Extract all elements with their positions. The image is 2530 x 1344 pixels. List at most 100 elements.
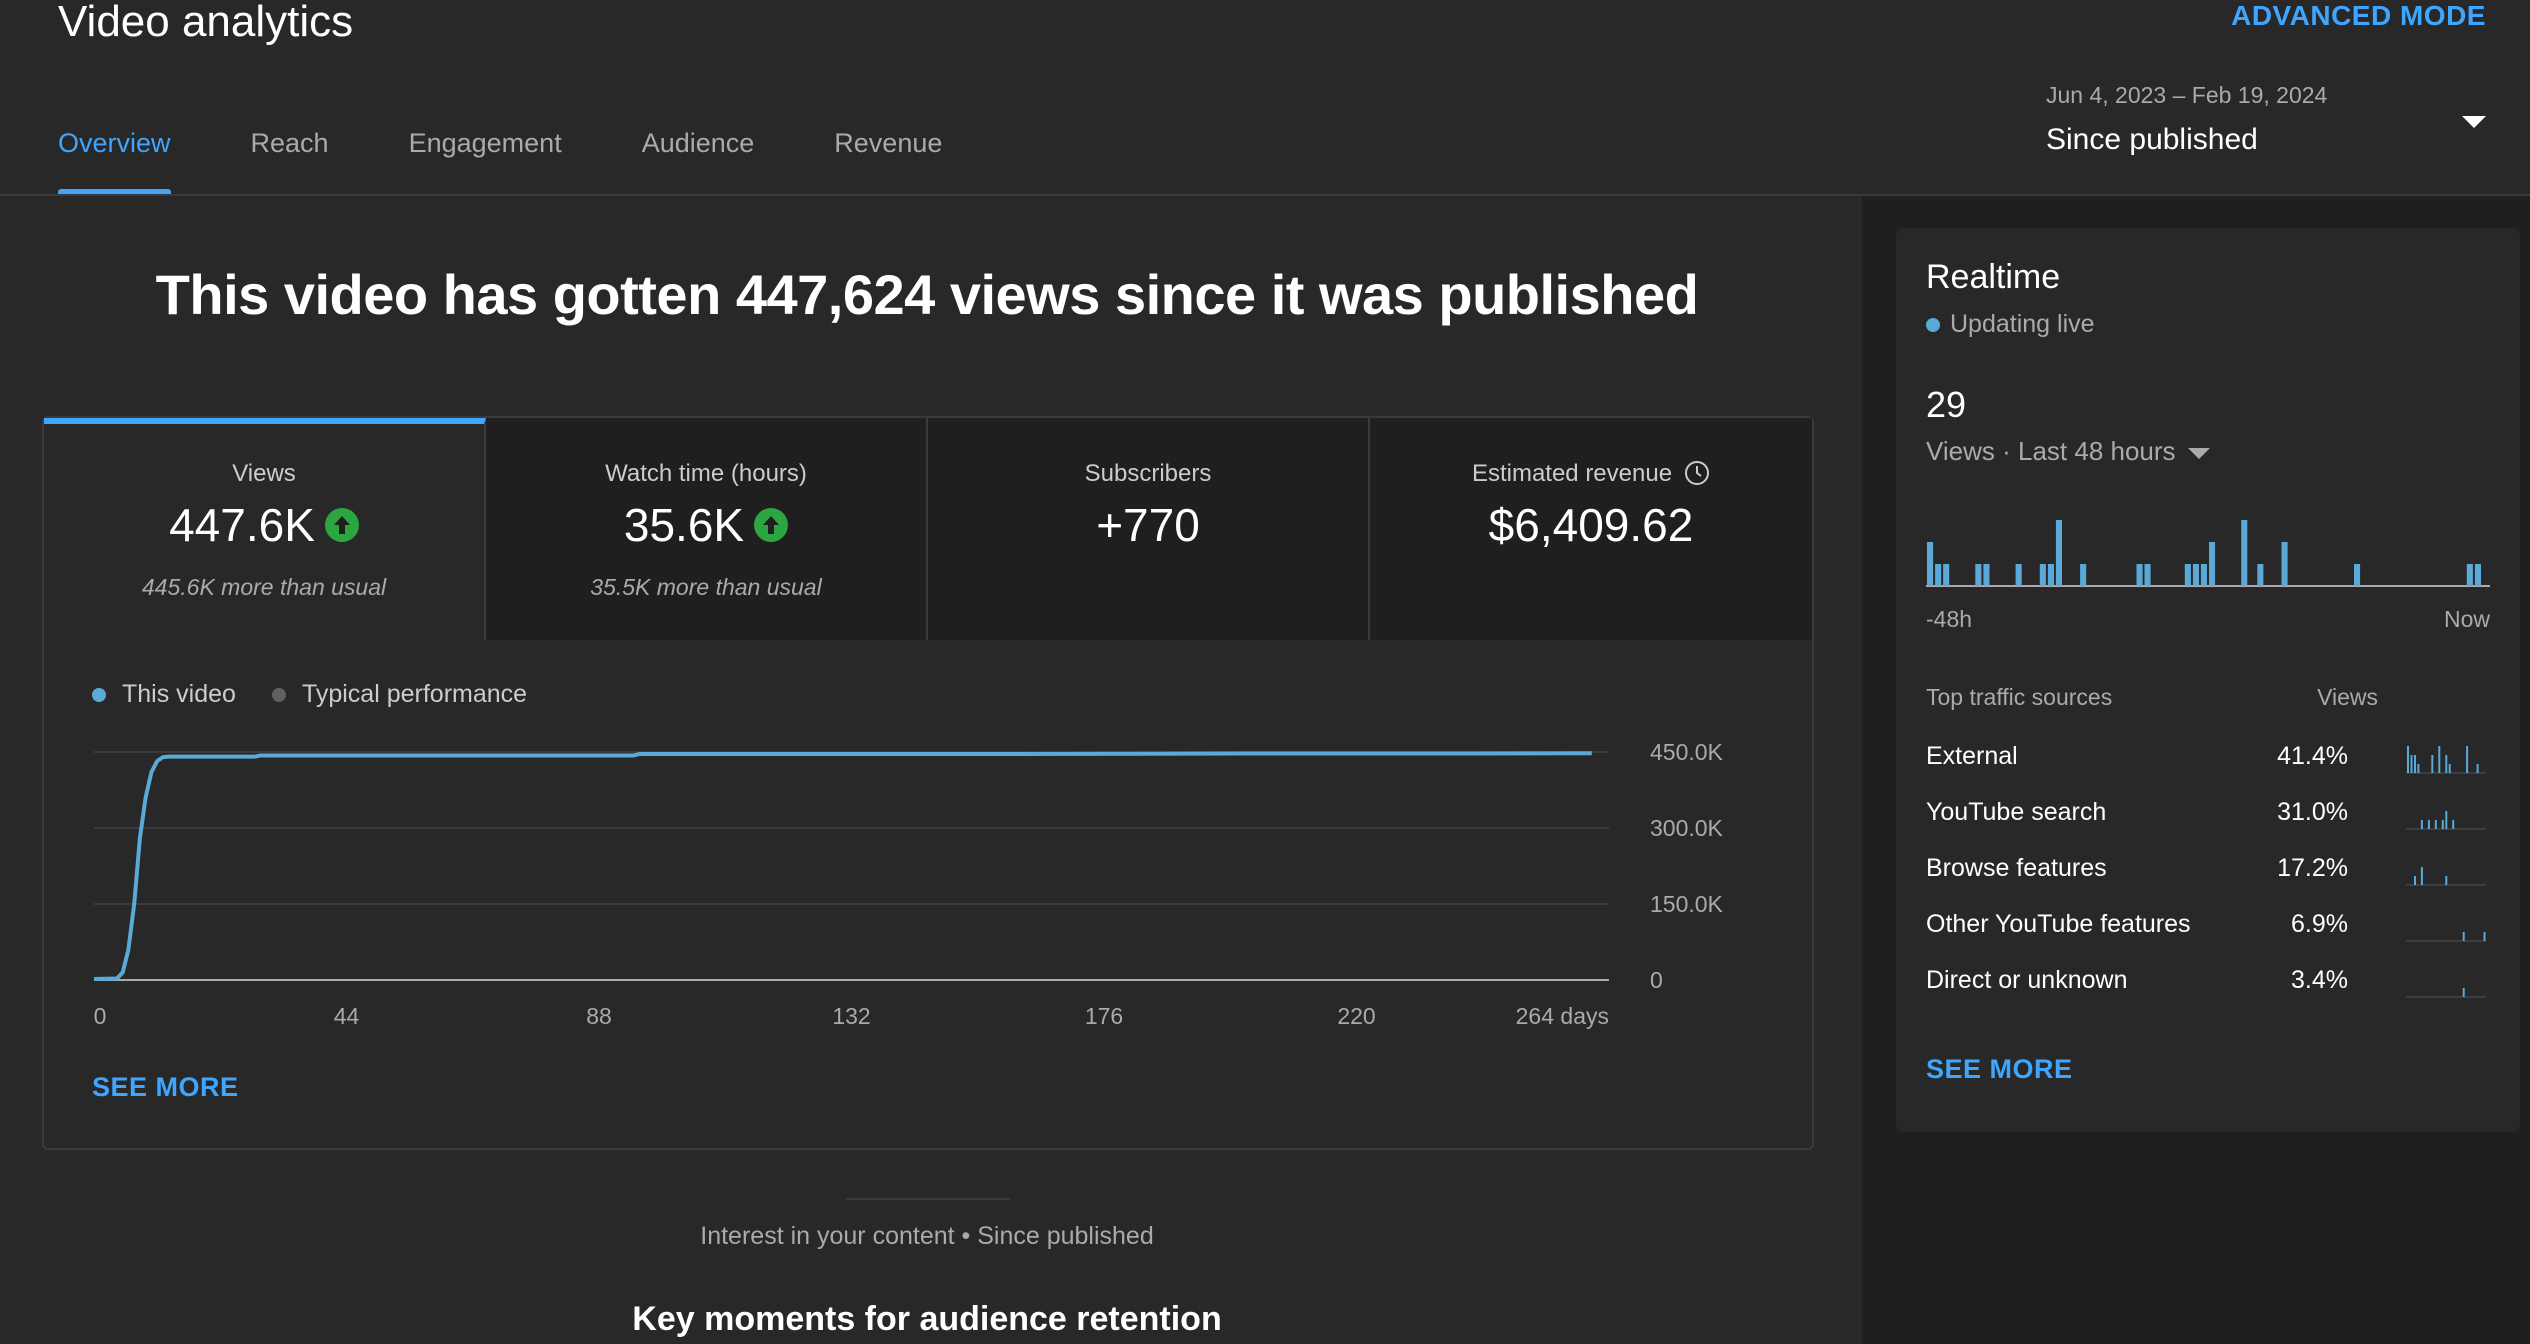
- metric-label: Subscribers: [1084, 460, 1212, 487]
- realtime-bar: [2466, 564, 2473, 586]
- realtime-bar: [2184, 564, 2191, 586]
- chart-legend: This video Typical performance: [92, 680, 563, 709]
- traffic-sources-header: Top traffic sources: [1926, 684, 2113, 710]
- realtime-range-dropdown[interactable]: Views · Last 48 hours: [1926, 436, 2210, 467]
- traffic-source-name: Browse features: [1926, 854, 2107, 882]
- legend-this-video: This video: [92, 680, 236, 709]
- x-tick-label: 220: [1337, 1003, 1375, 1029]
- realtime-bar: [2136, 564, 2143, 586]
- realtime-bar: [2047, 564, 2054, 586]
- page-title: Video analytics: [58, 0, 354, 46]
- tab-overview[interactable]: Overview: [58, 128, 171, 194]
- date-selection-text: Since published: [2046, 123, 2258, 156]
- traffic-row: Browse features 17.2%: [1926, 854, 2486, 894]
- sparkline-bar: [2417, 764, 2420, 773]
- clock-icon: [1684, 460, 1710, 486]
- sparkline-bar: [2448, 764, 2451, 773]
- traffic-row: Other YouTube features 6.9%: [1926, 910, 2486, 950]
- realtime-bar: [1983, 564, 1990, 586]
- realtime-bar: [1943, 564, 1950, 586]
- metric-value-text: 447.6K: [169, 499, 315, 551]
- traffic-row: External 41.4%: [1926, 742, 2486, 782]
- header-divider: [0, 194, 2530, 196]
- realtime-see-more-link[interactable]: SEE MORE: [1926, 1054, 2073, 1084]
- metric-note: 445.6K more than usual: [141, 574, 387, 600]
- realtime-bar: [2055, 520, 2062, 586]
- tab-revenue[interactable]: Revenue: [834, 128, 943, 158]
- realtime-bar: [2015, 564, 2022, 586]
- tab-bar: Overview Reach Engagement Audience Reven…: [58, 128, 1022, 194]
- metric-value: $6,409.62: [1488, 499, 1694, 551]
- traffic-source-pct: 3.4%: [2291, 966, 2348, 994]
- metric-label: Views: [232, 460, 296, 487]
- sparkline-bar: [2462, 988, 2465, 997]
- metric-tabs: Views 447.6K 445.6K more than usual Watc…: [44, 418, 1812, 640]
- sparkline-bar: [2441, 820, 2444, 829]
- see-more-link[interactable]: SEE MORE: [92, 1072, 239, 1102]
- tab-engagement[interactable]: Engagement: [408, 128, 562, 158]
- traffic-source-name: Direct or unknown: [1926, 966, 2128, 994]
- x-tick-label: 176: [1085, 1003, 1123, 1029]
- metric-watch-time[interactable]: Watch time (hours) 35.6K 35.5K more than…: [486, 418, 928, 640]
- series-line-this-video: [93, 751, 1592, 981]
- tab-reach[interactable]: Reach: [250, 128, 329, 158]
- y-tick-label: 300.0K: [1650, 815, 1724, 841]
- realtime-live-status: Updating live: [1926, 310, 2095, 339]
- realtime-bar: [1927, 542, 1934, 586]
- dropdown-caret-icon: [2187, 447, 2210, 459]
- realtime-axis-end: Now: [2443, 606, 2490, 632]
- metric-label: Estimated revenue: [1370, 460, 1812, 488]
- tab-audience[interactable]: Audience: [641, 128, 755, 158]
- traffic-source-pct: 6.9%: [2291, 910, 2348, 938]
- y-tick-label: 0: [1650, 967, 1663, 993]
- traffic-row: Direct or unknown 3.4%: [1926, 966, 2486, 1006]
- advanced-mode-button[interactable]: ADVANCED MODE: [2231, 0, 2486, 31]
- metric-views[interactable]: Views 447.6K 445.6K more than usual: [44, 418, 486, 640]
- realtime-card: Realtime Updating live 29 Views · Last 4…: [1896, 228, 2520, 1132]
- sparkline-bar: [2431, 755, 2434, 773]
- metric-estimated-revenue[interactable]: Estimated revenue $6,409.62: [1370, 418, 1812, 640]
- section-divider: [846, 1198, 1010, 1200]
- sparkline-bar: [2420, 867, 2423, 885]
- realtime-bar: [2039, 564, 2046, 586]
- sparkline-bar: [2410, 755, 2413, 773]
- traffic-sparkline: [2406, 988, 2486, 998]
- sparkline-bar: [2476, 764, 2479, 773]
- sparkline-bar: [2407, 746, 2409, 773]
- traffic-sparkline: [2406, 811, 2486, 830]
- traffic-sparkline: [2406, 746, 2486, 774]
- realtime-title: Realtime: [1926, 258, 2061, 296]
- realtime-bar: [2144, 564, 2151, 586]
- traffic-sparkline: [2406, 867, 2486, 886]
- realtime-bar: [1935, 564, 1942, 586]
- metric-value: +770: [1096, 499, 1200, 551]
- traffic-sparkline: [2406, 932, 2486, 942]
- metric-label: Watch time (hours): [605, 460, 807, 487]
- realtime-bar: [2354, 564, 2361, 586]
- date-range-text: Jun 4, 2023 – Feb 19, 2024: [2046, 82, 2328, 108]
- date-range-picker[interactable]: Jun 4, 2023 – Feb 19, 2024 Since publish…: [2046, 82, 2486, 162]
- metric-label-text: Estimated revenue: [1471, 460, 1673, 487]
- sparkline-bar: [2438, 746, 2441, 773]
- metric-value-text: 35.6K: [623, 499, 745, 551]
- x-tick-label: 44: [334, 1003, 360, 1029]
- realtime-bar: [1975, 564, 1982, 586]
- sparkline-bar: [2445, 811, 2448, 829]
- y-tick-label: 450.0K: [1650, 739, 1724, 765]
- dropdown-caret-icon: [2462, 116, 2486, 128]
- views-headline: This video has gotten 447,624 views sinc…: [155, 263, 1699, 326]
- metric-subscribers[interactable]: Subscribers +770: [928, 418, 1370, 640]
- arrow-up-icon: [324, 507, 359, 542]
- legend-label: This video: [122, 680, 236, 708]
- realtime-bar: [2241, 520, 2248, 586]
- realtime-bar: [2200, 564, 2207, 586]
- metric-value: 35.6K: [486, 498, 926, 552]
- traffic-source-pct: 41.4%: [2277, 742, 2348, 770]
- sparkline-bar: [2445, 876, 2448, 885]
- metric-value: 447.6K: [44, 498, 484, 552]
- realtime-range-label: Views · Last 48 hours: [1926, 436, 2176, 466]
- traffic-source-pct: 31.0%: [2277, 798, 2348, 826]
- legend-dot-typical: [271, 687, 286, 702]
- sparkline-bar: [2427, 820, 2430, 829]
- sparkline-bar: [2414, 876, 2416, 885]
